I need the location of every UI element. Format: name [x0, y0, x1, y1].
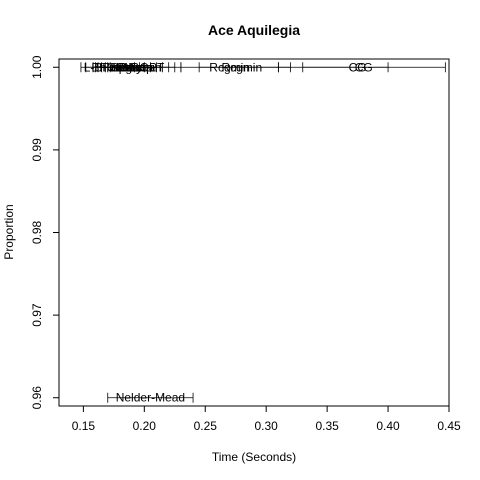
point-label: NLOPT: [124, 60, 165, 74]
x-axis-label: Time (Seconds): [212, 450, 296, 464]
y-axis-label: Proportion: [2, 204, 16, 259]
y-axis: 0.96 0.97 0.98 0.99 1.00: [30, 55, 60, 410]
x-tick-label: 0.20: [133, 419, 157, 433]
x-tick-label: 0.35: [315, 419, 339, 433]
x-tick-label: 0.25: [194, 419, 218, 433]
y-tick-label: 1.00: [30, 55, 44, 79]
x-tick-label: 0.45: [437, 419, 461, 433]
x-axis: 0.15 0.20 0.25 0.30 0.35 0.40 0.45: [72, 405, 461, 433]
x-tick-label: 0.30: [255, 419, 279, 433]
data-point: CG: [302, 60, 389, 74]
y-tick-label: 0.96: [30, 386, 44, 410]
data-point: Nelder-Mead: [107, 391, 194, 405]
x-tick-label: 0.15: [72, 419, 96, 433]
point-label: CG: [355, 60, 373, 74]
point-label: Rcgmin: [221, 60, 262, 74]
y-tick-label: 0.97: [30, 303, 44, 327]
point-label: Nelder-Mead: [116, 391, 185, 405]
y-tick-label: 0.99: [30, 138, 44, 162]
x-tick-label: 0.40: [376, 419, 400, 433]
chart-title: Ace Aquilegia: [208, 22, 300, 38]
data-marks: BFGSL-BFGS-BnlminbspgucminfnewuoabobyqaR…: [80, 60, 446, 405]
y-tick-label: 0.98: [30, 220, 44, 244]
plot-frame: [58, 58, 450, 407]
